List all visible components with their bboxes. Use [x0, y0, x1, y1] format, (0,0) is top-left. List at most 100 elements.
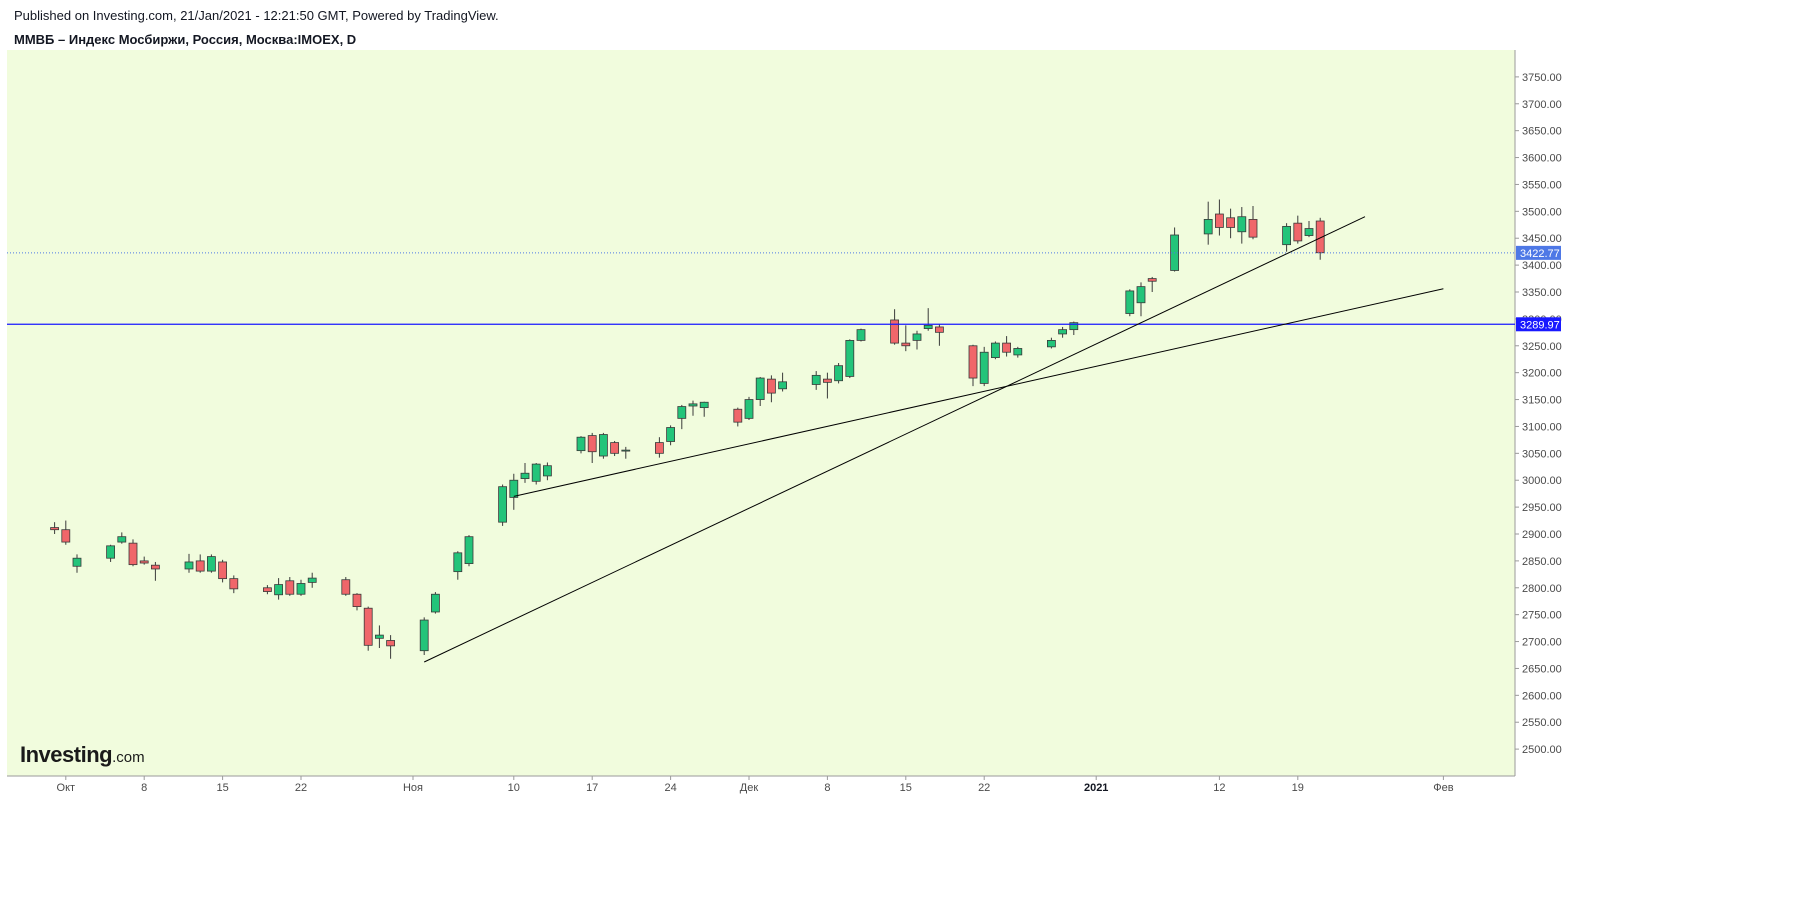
candle [72, 554, 82, 573]
candle [1002, 336, 1011, 357]
candle [1304, 221, 1314, 238]
candle-body-up [699, 401, 709, 409]
candle-body-up [856, 329, 866, 341]
candle-body-up [509, 479, 519, 498]
candle [587, 432, 597, 464]
candle [1315, 217, 1325, 260]
candle-body-down [1315, 220, 1325, 254]
candle-body-up [621, 449, 631, 452]
candle [464, 535, 474, 567]
candle-body-down [767, 378, 776, 394]
candle-body-up [1304, 228, 1314, 236]
candle [117, 532, 127, 544]
candle [419, 617, 429, 655]
candle [912, 330, 922, 350]
candle [520, 463, 530, 483]
candle [991, 341, 1000, 360]
candle-body-down [1002, 342, 1011, 353]
candle [688, 400, 698, 416]
candle [1293, 215, 1303, 244]
candle [621, 446, 631, 459]
candle [363, 606, 373, 651]
candle-body-up [520, 472, 530, 480]
x-tick-label: 22 [978, 782, 990, 794]
candle-body-down [150, 564, 160, 570]
candle [1125, 289, 1135, 317]
candle-body-down [139, 560, 149, 564]
candle-body-down [341, 579, 351, 595]
y-axis: 2500.00 2550.00 2600.00 2650.00 2700.00 2750.… [1514, 50, 1562, 776]
candle-body-up [72, 557, 82, 567]
logo-tld: .com [112, 749, 145, 766]
candle [935, 324, 944, 346]
candle [1282, 223, 1291, 252]
candle-body-up [677, 406, 687, 419]
candle [823, 372, 832, 399]
candle [1058, 326, 1067, 338]
candle-body-up [464, 536, 474, 564]
candle [767, 375, 776, 403]
candle [1248, 205, 1258, 240]
candle-body-down [128, 542, 138, 566]
candle-body-up [688, 403, 698, 407]
trendline [423, 216, 1366, 663]
candle-body-up [453, 552, 463, 573]
y-tick-label: 2700.00 [1522, 637, 1562, 649]
horizontal-level-tag-text: 3289.97 [1520, 319, 1560, 331]
candle [834, 362, 843, 384]
candle [610, 440, 619, 457]
candle [453, 551, 463, 580]
x-tick-label: Фев [1433, 782, 1453, 794]
x-tick-label: 22 [295, 782, 307, 794]
candle [509, 473, 519, 510]
candle [1147, 276, 1157, 292]
x-tick-label: 8 [824, 782, 830, 794]
candle [778, 372, 787, 392]
candle [1215, 199, 1224, 236]
y-tick-label: 3100.00 [1522, 421, 1562, 433]
candle-body-down [1293, 222, 1303, 242]
candle-body-down [352, 593, 362, 608]
candle-body-up [1069, 322, 1079, 331]
candle-body-up [744, 399, 754, 419]
y-tick-label: 3650.00 [1522, 126, 1562, 138]
plot-area[interactable] [7, 50, 1515, 776]
y-tick-label: 2550.00 [1522, 717, 1562, 729]
candle [1047, 337, 1056, 349]
y-tick-label: 3750.00 [1522, 72, 1562, 84]
candle-body-down [1215, 213, 1224, 228]
x-tick-label: 12 [1213, 782, 1225, 794]
candle [218, 559, 228, 583]
candle-body-up [1013, 348, 1023, 356]
candle [543, 462, 552, 481]
chart-title: ММВБ – Индекс Мосбиржи, Россия, Москва:I… [14, 32, 357, 47]
candle [307, 572, 317, 588]
candle-body-up [1282, 225, 1291, 246]
candle-body-down [218, 561, 228, 580]
candle-body-up [274, 584, 284, 596]
candle-body-down [610, 442, 619, 454]
x-tick-label: Ноя [403, 782, 423, 794]
x-tick-label: 8 [141, 782, 147, 794]
candle [128, 539, 138, 567]
y-tick-label: 2600.00 [1522, 690, 1562, 702]
y-tick-label: 3550.00 [1522, 179, 1562, 191]
horizontal-level-tag-bg [1516, 317, 1561, 332]
x-axis: Окт 8 15 22 Ноя 10 17 24 Дек 8 15 22 2021 12 19 Фев [7, 775, 1515, 794]
candle-body-down [386, 640, 396, 647]
candle-body-down [1226, 217, 1235, 228]
candle [386, 635, 396, 659]
candle [195, 554, 205, 573]
candle [262, 585, 272, 595]
candle [206, 554, 216, 573]
candle [498, 484, 508, 526]
candle [677, 404, 687, 430]
candle-body-up [834, 365, 843, 382]
candle [229, 575, 239, 594]
candle-body-up [307, 577, 317, 583]
investing-logo: Investing.com [20, 742, 145, 768]
x-tick-label: 24 [664, 782, 676, 794]
y-tick-label: 2800.00 [1522, 583, 1562, 595]
logo-brand: Investing [20, 742, 113, 767]
